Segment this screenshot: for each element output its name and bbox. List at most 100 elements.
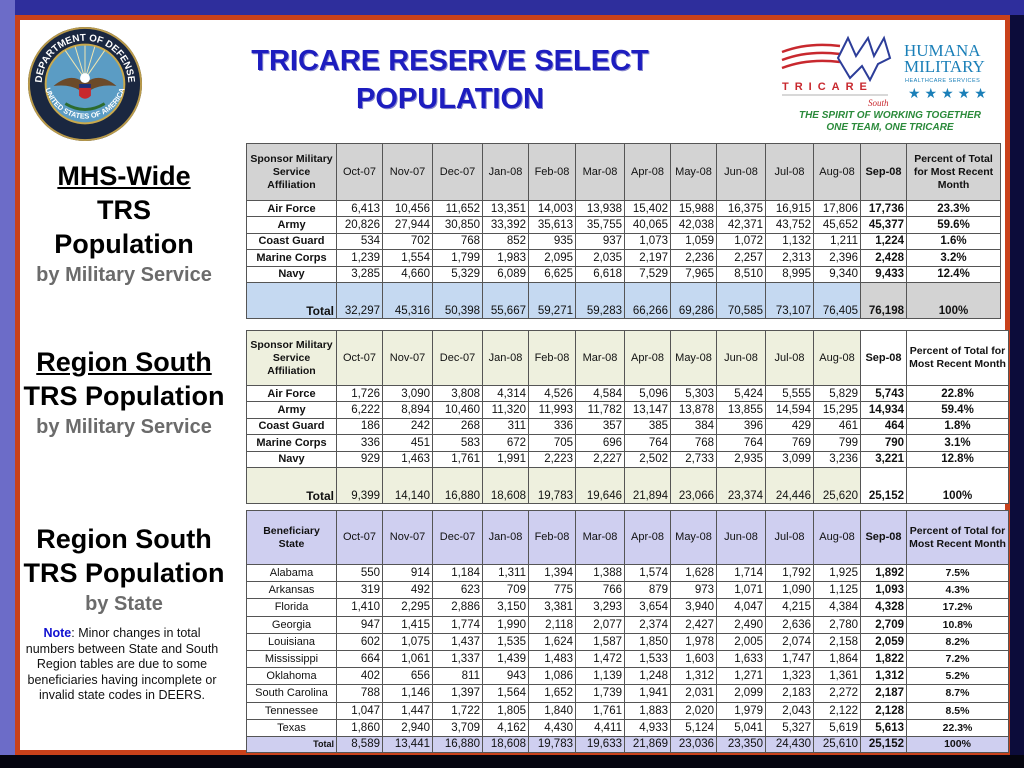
row-label: Air Force <box>246 384 337 403</box>
heading-line: TRS <box>97 195 151 225</box>
value-cell: 935 <box>528 232 576 251</box>
column-header-month: Nov-07 <box>382 330 433 386</box>
value-cell: 4,660 <box>382 265 433 283</box>
value-cell: 2,780 <box>813 615 861 634</box>
percent-cell: 4.3% <box>906 581 1009 600</box>
heading-sub: by Military Service <box>36 264 212 286</box>
value-cell: 3,099 <box>765 450 814 468</box>
table-row: Army 6,222 8,894 10,460 11,320 11,993 11,782 13… <box>246 401 1009 419</box>
value-cell: 1,437 <box>432 632 483 651</box>
tricare-region-text: South <box>868 98 889 108</box>
value-cell: 2,074 <box>765 632 814 651</box>
value-cell: 319 <box>336 581 383 600</box>
value-cell: 2,059 <box>860 632 907 651</box>
column-header-month: Jul-08 <box>765 143 814 201</box>
region-south-state-table: Beneficiary State Oct-07 Nov-07 Dec-07 Jan-0… <box>246 510 1009 753</box>
value-cell: 10,460 <box>432 401 483 419</box>
value-cell: 1,146 <box>382 684 433 703</box>
value-cell: 10,456 <box>382 199 433 218</box>
table-row: South Carolina 788 1,146 1,397 1,564 1,652 1,7… <box>246 684 1009 703</box>
row-label: Navy <box>246 265 337 283</box>
value-cell: 2,313 <box>765 249 814 267</box>
column-header-month: Aug-08 <box>813 330 861 386</box>
value-cell: 1,564 <box>482 684 529 703</box>
column-header-month: Jun-08 <box>716 143 766 201</box>
column-header-month: Oct-07 <box>336 143 383 201</box>
value-cell: 8,894 <box>382 401 433 419</box>
value-cell: 1,184 <box>432 563 483 583</box>
value-cell: 1,439 <box>482 649 529 669</box>
value-cell: 1,990 <box>482 615 529 634</box>
heading-sub: by State <box>85 593 163 615</box>
header-row: Sponsor Military Service Affiliation Oct-… <box>246 330 1009 386</box>
column-header-month: May-08 <box>670 143 717 201</box>
row-label: Marine Corps <box>246 434 337 452</box>
value-cell: 242 <box>382 417 433 436</box>
total-value-cell: 21,894 <box>624 466 671 504</box>
table-row: Army 20,826 27,944 30,850 33,392 35,613 35,755… <box>246 216 1001 234</box>
total-value-cell: 69,286 <box>670 281 717 319</box>
value-cell: 336 <box>528 417 576 436</box>
table-row: Navy 3,285 4,660 5,329 6,089 6,625 6,618 7,529 7… <box>246 265 1001 283</box>
total-value-cell: 23,066 <box>670 466 717 504</box>
value-cell: 623 <box>432 581 483 600</box>
column-header-month: Apr-08 <box>624 330 671 386</box>
value-cell: 2,636 <box>765 615 814 634</box>
column-header-month: Apr-08 <box>624 510 671 565</box>
value-cell: 705 <box>528 434 576 452</box>
value-cell: 2,183 <box>765 684 814 703</box>
percent-cell: 59.6% <box>906 216 1001 234</box>
total-value-cell: 16,880 <box>432 466 483 504</box>
slogan-line-2: ONE TEAM, ONE TRICARE <box>826 122 954 133</box>
percent-cell: 10.8% <box>906 615 1009 634</box>
value-cell: 2,197 <box>624 249 671 267</box>
heading-line: MHS-Wide <box>57 161 191 191</box>
value-cell: 11,993 <box>528 401 576 419</box>
table-row: Navy 929 1,463 1,761 1,991 2,223 2,227 2,502 2,7… <box>246 450 1009 468</box>
value-cell: 3,654 <box>624 598 671 617</box>
value-cell: 2,886 <box>432 598 483 617</box>
value-cell: 799 <box>813 434 861 452</box>
military-text: MILITARY <box>904 57 985 76</box>
value-cell: 1,125 <box>813 581 861 600</box>
table-row: Georgia 947 1,415 1,774 1,990 2,118 2,077 2,374… <box>246 615 1009 634</box>
column-header-month: Oct-07 <box>336 330 383 386</box>
value-cell: 384 <box>670 417 717 436</box>
slogan-line-1: THE SPIRIT OF WORKING TOGETHER <box>799 110 982 121</box>
value-cell: 1,093 <box>860 581 907 600</box>
value-cell: 9,340 <box>813 265 861 283</box>
value-cell: 492 <box>382 581 433 600</box>
column-header-month: Feb-08 <box>528 330 576 386</box>
value-cell: 45,377 <box>860 216 907 234</box>
total-value-cell: 18,608 <box>482 466 529 504</box>
note-text: : Minor changes in total numbers between… <box>25 626 219 702</box>
value-cell: 14,594 <box>765 401 814 419</box>
row-label: Florida <box>246 598 337 617</box>
value-cell: 3,709 <box>432 718 483 737</box>
value-cell: 45,652 <box>813 216 861 234</box>
value-cell: 656 <box>382 667 433 686</box>
row-label: Navy <box>246 450 337 468</box>
column-header-month: Mar-08 <box>575 510 625 565</box>
value-cell: 27,944 <box>382 216 433 234</box>
percent-cell: 12.8% <box>906 450 1009 468</box>
value-cell: 9,433 <box>860 265 907 283</box>
value-cell: 1,554 <box>382 249 433 267</box>
section-heading-region-south-state: Region South TRS Population by State <box>10 522 238 618</box>
column-header-month: Aug-08 <box>813 510 861 565</box>
column-header-month: Mar-08 <box>575 143 625 201</box>
value-cell: 1,361 <box>813 667 861 686</box>
value-cell: 5,096 <box>624 384 671 403</box>
value-cell: 396 <box>716 417 766 436</box>
value-cell: 1,447 <box>382 701 433 720</box>
heading-line: TRS Population <box>23 558 225 588</box>
value-cell: 16,375 <box>716 199 766 218</box>
value-cell: 2,272 <box>813 684 861 703</box>
percent-cell: 22.3% <box>906 718 1009 737</box>
value-cell: 1,239 <box>336 249 383 267</box>
total-percent-cell: 100% <box>906 466 1009 504</box>
value-cell: 11,652 <box>432 199 483 218</box>
value-cell: 2,122 <box>813 701 861 720</box>
value-cell: 8,510 <box>716 265 766 283</box>
column-header-month: Nov-07 <box>382 510 433 565</box>
